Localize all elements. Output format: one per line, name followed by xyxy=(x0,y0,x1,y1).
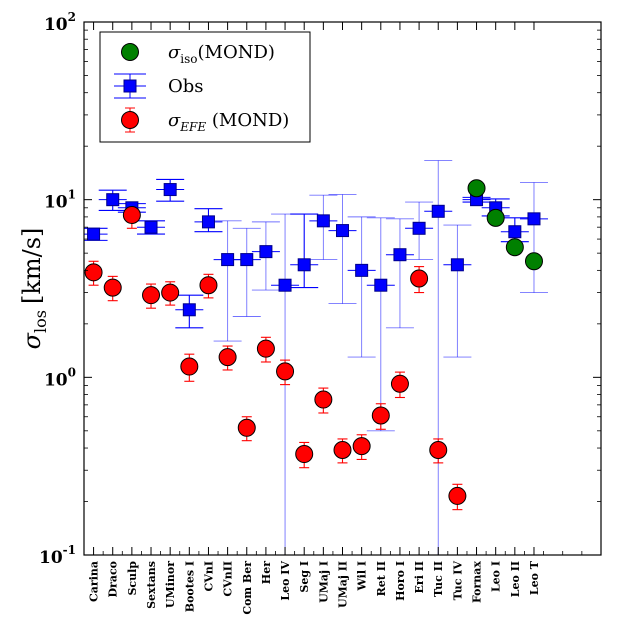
x-category-label: Sculp xyxy=(126,561,139,596)
x-category-label: UMinor xyxy=(164,561,177,608)
plot-marks xyxy=(84,160,548,555)
efe-point xyxy=(371,406,390,425)
x-category-label: Sextans xyxy=(145,561,158,609)
efe-point xyxy=(410,269,429,288)
obs-point xyxy=(527,212,541,226)
efe-point xyxy=(84,263,103,282)
x-category-label: Com Ber xyxy=(241,561,254,615)
iso-point xyxy=(524,252,543,271)
plot-area xyxy=(84,160,548,555)
x-category-label: Leo T xyxy=(528,560,541,595)
x-category-label: CVnI xyxy=(202,561,215,591)
x-category-label: Ret II xyxy=(375,561,388,596)
efe-point xyxy=(161,283,180,302)
efe-point xyxy=(276,362,295,381)
x-category-label: Carina xyxy=(88,561,101,602)
efe-point xyxy=(256,339,275,358)
obs-point xyxy=(336,224,349,238)
efe-point xyxy=(390,374,409,393)
x-category-label: Bootes I xyxy=(183,561,196,612)
obs-point xyxy=(144,220,158,234)
legend-marker-efe xyxy=(121,111,139,129)
x-category-label: Tuc IV xyxy=(451,561,464,601)
x-category-label: Leo II xyxy=(509,561,522,597)
iso-point xyxy=(505,238,524,257)
efe-point xyxy=(122,205,141,224)
y-tick-label: 10-1 xyxy=(39,543,76,568)
efe-point xyxy=(218,348,237,367)
obs-point xyxy=(278,278,292,292)
obs-point xyxy=(374,278,388,292)
obs-point xyxy=(240,253,254,267)
efe-point xyxy=(333,440,352,459)
obs-point xyxy=(163,183,177,197)
legend-label-iso: σiso(MOND) xyxy=(168,42,275,66)
efe-point xyxy=(448,486,467,505)
y-tick-label: 102 xyxy=(44,10,76,35)
legend-marker-iso xyxy=(121,43,139,61)
x-category-label: UMaj I xyxy=(317,561,330,603)
iso-point xyxy=(467,179,486,198)
obs-point xyxy=(431,204,445,218)
efe-point xyxy=(237,418,256,437)
obs-point xyxy=(201,215,215,229)
x-category-label: Wil I xyxy=(356,561,369,592)
obs-point xyxy=(450,258,464,272)
legend-label-obs: Obs xyxy=(168,76,204,97)
obs-point xyxy=(508,225,522,239)
efe-point xyxy=(199,276,218,295)
efe-point xyxy=(429,440,448,459)
legend-marker-obs xyxy=(123,79,137,93)
efe-point xyxy=(103,278,122,297)
x-category-label: Fornax xyxy=(471,561,484,603)
efe-point xyxy=(180,357,199,376)
obs-point xyxy=(393,248,407,262)
x-category-label: CVnII xyxy=(222,561,235,597)
obs-point xyxy=(221,253,235,267)
obs-point xyxy=(355,263,369,277)
obs-point xyxy=(87,227,101,241)
obs-point xyxy=(412,221,426,235)
axes: 10-1 100 101 102 σlos[km/s] Carina Draco Sculp S… xyxy=(18,10,602,615)
efe-point xyxy=(314,390,333,409)
x-category-label: Draco xyxy=(107,561,120,598)
x-category-label: Leo IV xyxy=(279,561,292,601)
x-category-label: Seg I xyxy=(298,561,311,593)
y-axis-label: σlos[km/s] xyxy=(18,228,50,350)
x-category-label: Horo I xyxy=(394,561,407,601)
x-category-label: Tuc II xyxy=(432,561,445,597)
efe-point xyxy=(295,445,314,464)
y-tick-label: 101 xyxy=(44,188,76,213)
obs-point xyxy=(182,303,196,317)
x-category-label: Leo I xyxy=(490,561,503,592)
x-category-label: UMaj II xyxy=(337,561,350,608)
efe-point xyxy=(352,437,371,456)
obs-point xyxy=(316,214,330,228)
x-category-label: Her xyxy=(260,561,273,584)
obs-point xyxy=(259,245,273,259)
obs-point xyxy=(297,258,311,272)
y-tick-label: 100 xyxy=(44,365,76,390)
efe-point xyxy=(142,286,161,305)
x-category-label: Eri II xyxy=(413,561,426,593)
obs-point xyxy=(106,193,120,207)
legend-label-efe: σEFE (MOND) xyxy=(168,110,289,134)
iso-point xyxy=(486,208,505,227)
legend: σiso(MOND) Obs σEFE (MOND) xyxy=(99,31,311,143)
